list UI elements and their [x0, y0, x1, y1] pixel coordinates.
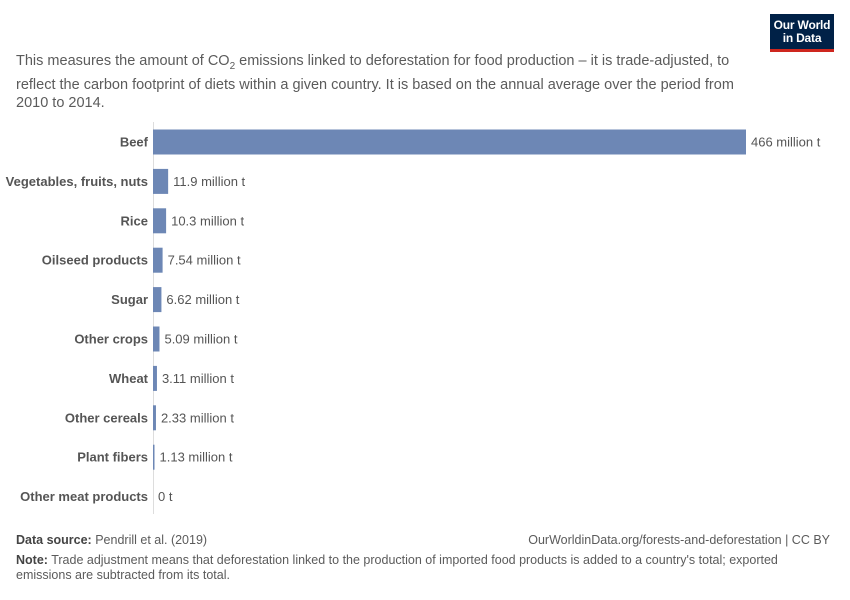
bar-rice[interactable]	[153, 208, 167, 234]
category-label-other-crops: Other crops	[74, 332, 148, 347]
bar-wheat[interactable]	[153, 365, 157, 391]
note-text: Trade adjustment means that deforestatio…	[16, 553, 778, 582]
bar-oilseed-products[interactable]	[153, 247, 163, 273]
subtitle-text-end: emissions linked to deforestation for fo…	[16, 53, 734, 111]
subtitle-text-start: This measures the amount of CO	[16, 53, 230, 69]
chart-note: Note: Trade adjustment means that defore…	[16, 553, 831, 583]
bar-other-crops[interactable]	[153, 326, 160, 352]
data-source: Data source: Pendrill et al. (2019)	[16, 533, 207, 547]
bar-vegetables-fruits-nuts[interactable]	[153, 168, 169, 194]
value-label-wheat: 3.11 million t	[162, 371, 234, 386]
source-label: Data source:	[16, 533, 92, 547]
bar-group: Beef 466 million t Vegetables, fruits, nut…	[6, 129, 821, 504]
source-text[interactable]: Pendrill et al. (2019)	[91, 533, 208, 547]
logo-line-1: Our World	[773, 17, 831, 32]
value-label-rice: 10.3 million t	[171, 213, 244, 228]
value-label-sugar: 6.62 million t	[166, 292, 239, 307]
category-label-oilseed-products: Oilseed products	[42, 253, 148, 268]
note-label: Note:	[16, 553, 48, 567]
value-label-plant-fibers: 1.13 million t	[160, 450, 233, 465]
value-label-vegetables-fruits-nuts: 11.9 million t	[173, 174, 245, 189]
value-label-other-cereals: 2.33 million t	[161, 410, 234, 425]
category-label-beef: Beef	[120, 135, 149, 150]
bar-plant-fibers[interactable]	[153, 444, 155, 470]
bar-beef[interactable]	[153, 129, 746, 155]
bar-chart: Beef 466 million t Vegetables, fruits, nut…	[6, 122, 821, 514]
value-label-other-crops: 5.09 million t	[164, 332, 237, 347]
value-label-beef: 466 million t	[751, 135, 821, 150]
category-label-sugar: Sugar	[111, 292, 148, 307]
logo-line-2: in Data	[782, 30, 822, 45]
bar-other-cereals[interactable]	[153, 405, 156, 431]
credit-link[interactable]: OurWorldinData.org/forests-and-deforesta…	[528, 533, 830, 547]
bar-sugar[interactable]	[153, 287, 162, 313]
category-label-rice: Rice	[121, 213, 148, 228]
value-label-other-meat-products: 0 t	[158, 489, 173, 504]
value-label-oilseed-products: 7.54 million t	[168, 253, 241, 268]
owid-logo[interactable]: Our World in Data	[770, 14, 834, 52]
chart-subtitle: This measures the amount of CO2 emission…	[16, 52, 761, 112]
category-label-vegetables-fruits-nuts: Vegetables, fruits, nuts	[6, 174, 148, 189]
category-label-wheat: Wheat	[109, 371, 149, 386]
subtitle-subscript: 2	[229, 60, 236, 72]
category-label-plant-fibers: Plant fibers	[77, 450, 148, 465]
category-label-other-meat-products: Other meat products	[20, 489, 148, 504]
category-label-other-cereals: Other cereals	[65, 410, 148, 425]
